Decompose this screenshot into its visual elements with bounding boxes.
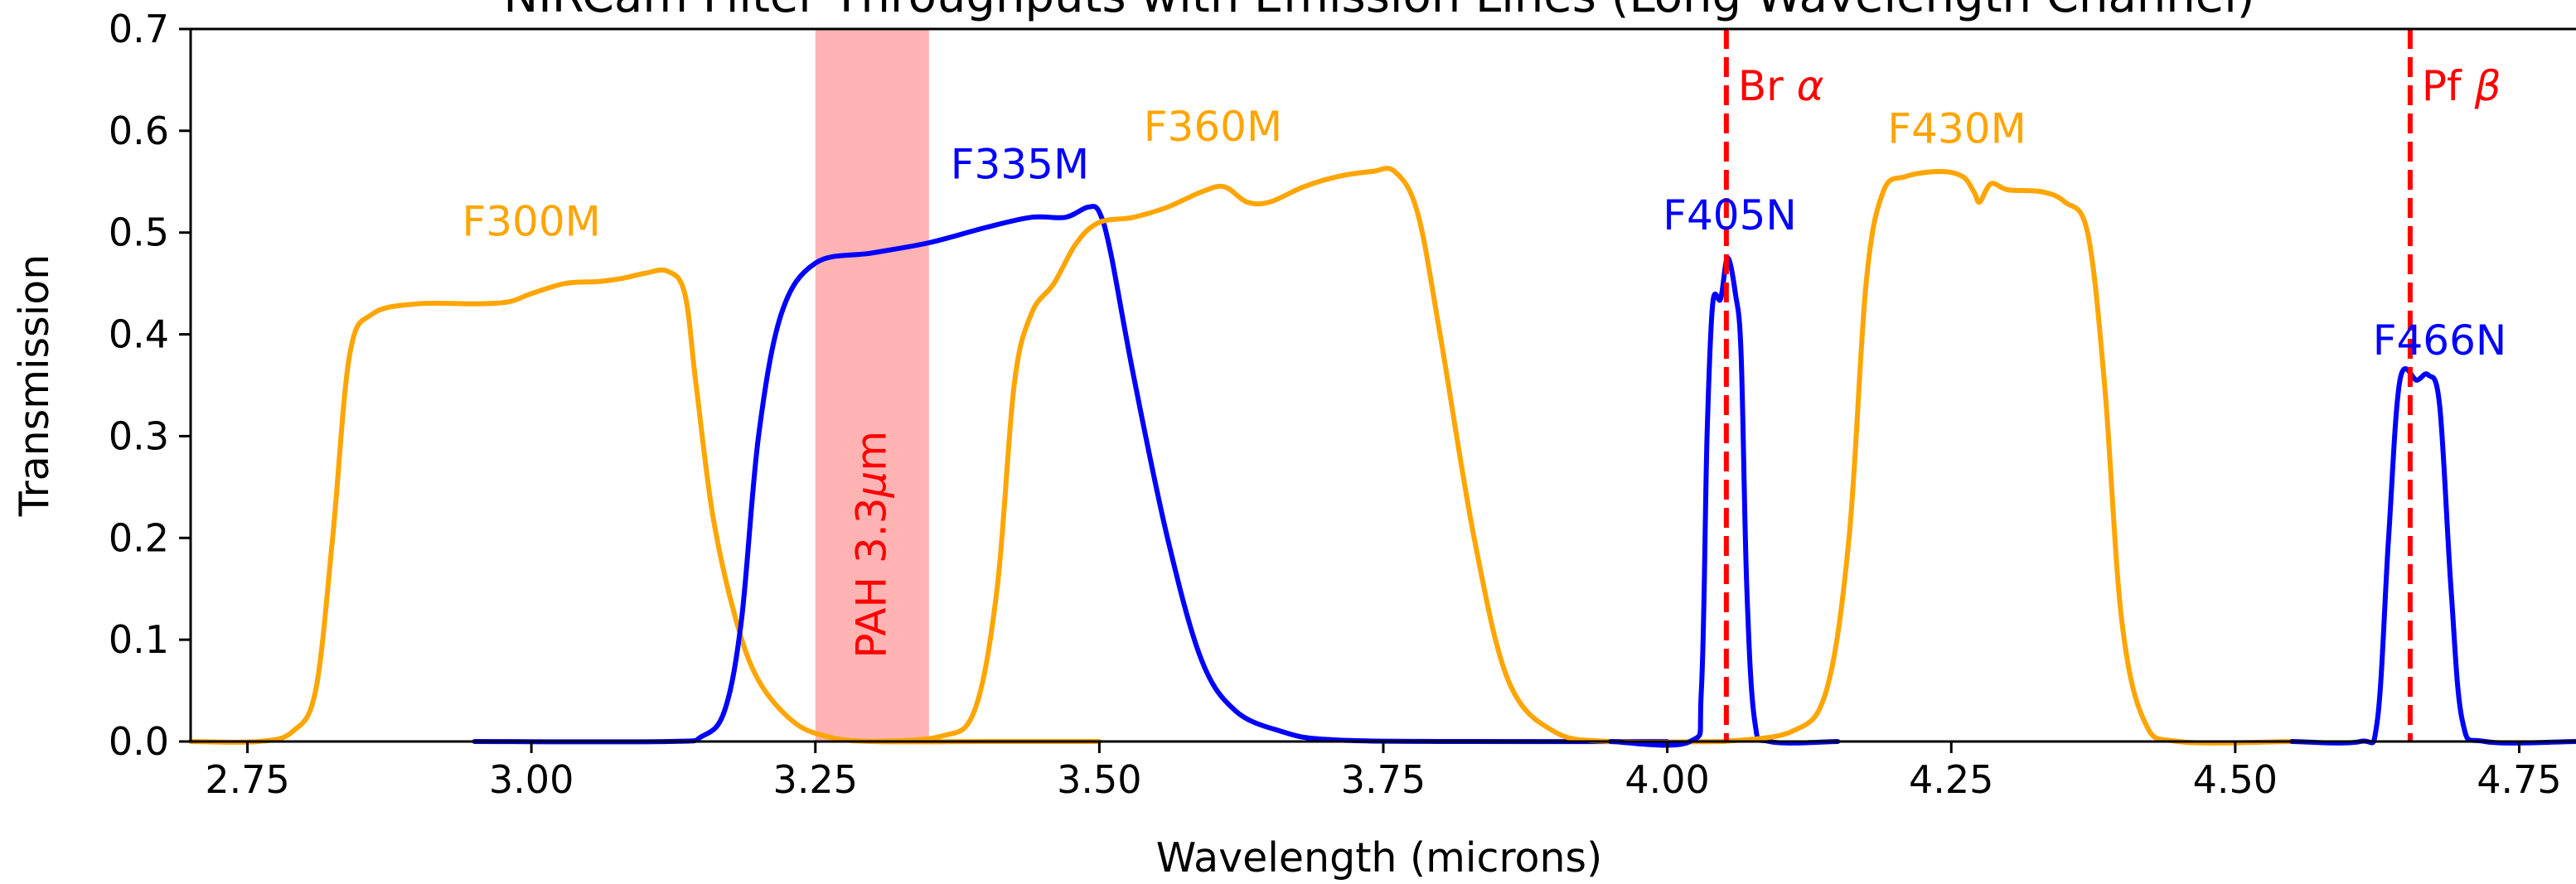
x-tick-label: 3.50 [1057, 757, 1141, 802]
filter-label-f300m: F300M [462, 197, 600, 245]
x-tick-label: 3.25 [773, 757, 858, 802]
series-line-f300m [188, 267, 1102, 745]
y-axis-title: Transmission [11, 254, 58, 518]
series-line-f335m [472, 204, 1670, 745]
series-line-f466n [2289, 365, 2576, 746]
series-line-f360m [869, 166, 1727, 745]
x-tick-label: 4.25 [1909, 757, 1993, 802]
label-layer: F300M F335M F360M F405N F430M F466N [462, 103, 2506, 365]
emission-line-label-0: Br α [1738, 62, 1824, 110]
y-tick-label: 0.5 [109, 210, 169, 255]
filter-label-f360m: F360M [1144, 103, 1282, 151]
x-tick-label: 4.75 [2477, 757, 2561, 802]
y-tick-label: 0.6 [109, 109, 169, 153]
y-tick-label: 0.3 [109, 413, 169, 458]
y-tick-label: 0.2 [109, 515, 169, 560]
y-tick-label: 0.7 [109, 7, 169, 51]
x-tick-label: 4.50 [2193, 757, 2278, 802]
filter-label-f335m: F335M [951, 141, 1089, 189]
filter-label-f405n: F405N [1663, 191, 1797, 239]
filter-label-f430m: F430M [1887, 105, 2026, 153]
x-tick-label: 2.75 [205, 757, 289, 802]
emission-layer: Br α Pf β [1723, 29, 2501, 741]
series-line-f430m [1721, 169, 2295, 746]
series-layer [188, 166, 2576, 748]
pah-band-span [815, 29, 929, 741]
y-tick-label: 0.1 [109, 617, 169, 662]
x-tick-label: 3.00 [489, 757, 574, 802]
filter-label-f466n: F466N [2373, 316, 2507, 365]
axes-layer: 2.75 3.00 3.25 3.50 3.75 4.00 4.25 4.50 4.75 0.0 0… [109, 7, 2576, 802]
x-tick-label: 4.00 [1625, 757, 1709, 802]
series-line-f405n [1608, 255, 1841, 748]
band-layer: PAH 3.3μm [815, 29, 929, 741]
x-tick-label: 3.75 [1341, 757, 1426, 802]
y-tick-label: 0.4 [109, 312, 169, 357]
chart-title: NIRCam Filter Throughputs with Emission … [503, 0, 2254, 23]
pah-band-label: PAH 3.3μm [847, 431, 895, 659]
x-axis-title: Wavelength (microns) [1156, 834, 1602, 882]
y-tick-label: 0.0 [109, 719, 169, 764]
emission-line-label-1: Pf β [2422, 62, 2501, 110]
